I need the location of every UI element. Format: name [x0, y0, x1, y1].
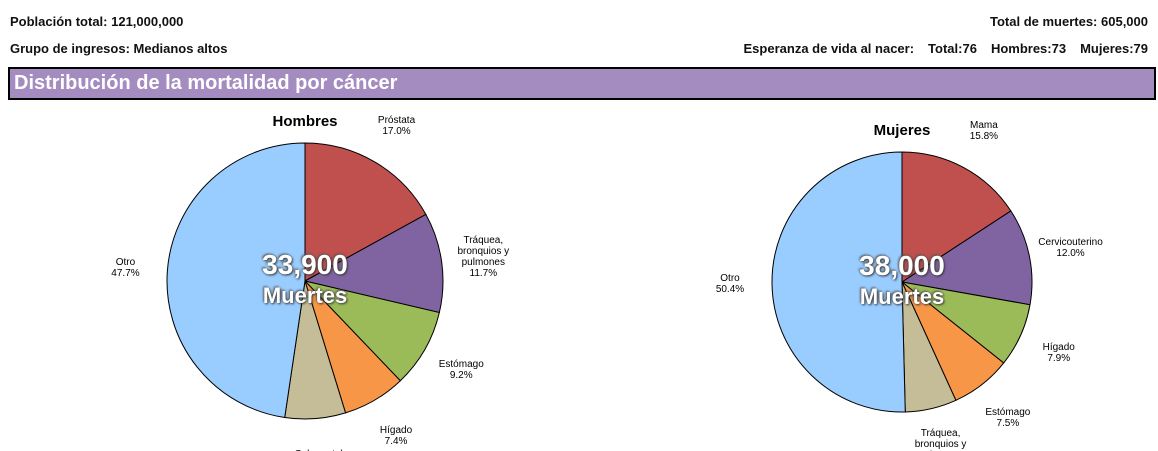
life-expectancy: Esperanza de vida al nacer: Total:76 Hom… [744, 41, 1148, 56]
slice-label: Colorrectal7.1% [280, 449, 358, 451]
life-label: Esperanza de vida al nacer: [743, 41, 915, 56]
center-value: 38,000 [859, 250, 945, 281]
slice-value: 7.4% [384, 436, 408, 448]
pie-slice [900, 210, 1033, 306]
slice-value: 15.8% [969, 130, 999, 142]
slice-label: Estómago 7.5% [969, 407, 1047, 429]
slice-name: Estómago [438, 359, 484, 371]
chart-title: Mujeres [873, 122, 931, 139]
center-label: Muertes [859, 284, 945, 309]
slice-name: Tráquea, bronquios y pulmones [457, 234, 510, 268]
pie-slice [771, 151, 906, 413]
slice-label: Tráquea, bronquios y pulmones6.4% [902, 428, 980, 451]
slice-label: Otro 47.7% [86, 257, 164, 279]
pie-slice [303, 280, 440, 382]
slice-name: Cervicouterino [1038, 236, 1103, 248]
slice-label: Otro 50.4% [691, 273, 769, 295]
center-label: Muertes [262, 283, 348, 308]
slice-value: 7.9% [1047, 352, 1071, 364]
income: Grupo de ingresos: Medianos altos [10, 41, 228, 56]
slice-value: 9.2% [449, 370, 473, 382]
slice-label: Cervicouterino 12.0% [1032, 237, 1110, 259]
slice-label: Próstata 17.0% [358, 115, 436, 137]
slice-value: 7.5% [996, 417, 1020, 429]
slice-name: Otro [720, 273, 740, 285]
population: Población total: 121,000,000 [10, 14, 184, 29]
center-value: 33,900 [262, 249, 348, 280]
slice-label: Tráquea, bronquios y pulmones 11.7% [444, 235, 522, 279]
slice-label: Hígado 7.4% [357, 425, 435, 447]
slice-label: Estómago 9.2% [422, 359, 500, 381]
slice-name: Colorrectal [280, 449, 358, 451]
slice-label: Hígado 7.9% [1020, 342, 1098, 364]
total-deaths: Total de muertes: 605,000 [990, 14, 1148, 29]
slice-name: Otro [115, 256, 136, 268]
pie-slice [303, 213, 444, 314]
slice-label: Mama 15.8% [945, 120, 1023, 142]
slice-value: 12.0% [1056, 247, 1085, 259]
pie-slice [304, 142, 427, 282]
slice-name: Hígado [1042, 341, 1075, 353]
section-title: Distribución de la mortalidad por cáncer [8, 67, 1156, 100]
slice-name: Próstata [377, 115, 416, 127]
slice-name: Tráquea, bronquios y pulmones [914, 427, 967, 451]
pie-slice [166, 142, 306, 419]
slice-value: 50.4% [715, 284, 745, 296]
pie-slice [901, 151, 1012, 283]
slice-value: 47.7% [111, 267, 140, 279]
slice-name: Estómago [985, 406, 1031, 418]
slice-value: 11.7% [469, 267, 498, 279]
life-women: Mujeres:79 [1080, 41, 1148, 56]
slice-name: Hígado [379, 425, 413, 437]
life-total: Total:76 [928, 41, 977, 56]
slice-name: Mama [970, 119, 998, 131]
chart-title: Hombres [272, 113, 338, 130]
slice-value: 17.0% [382, 126, 411, 138]
life-men: Hombres:73 [990, 41, 1067, 56]
